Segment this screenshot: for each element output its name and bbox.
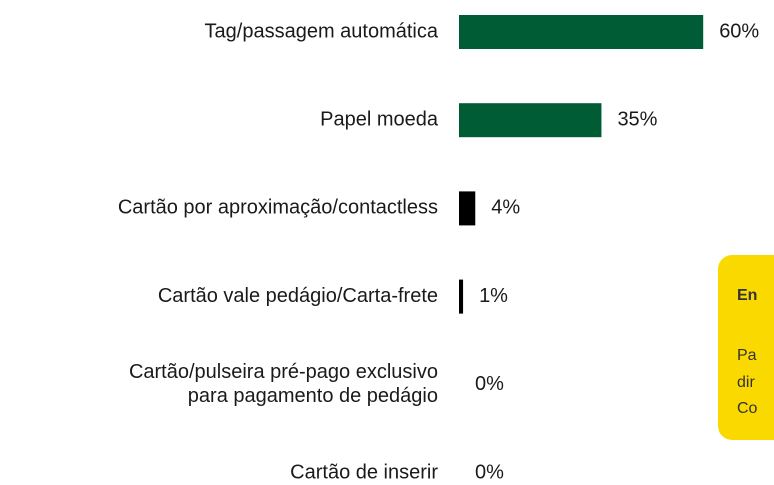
category-label: Cartão/pulseira pré-pago exclusivo para p… <box>129 361 438 407</box>
value-label: 0% <box>475 461 504 483</box>
bar <box>459 191 476 226</box>
category-label: Cartão de inserir <box>290 461 438 483</box>
bar <box>459 15 704 49</box>
category-label: Cartão por aproximação/contactless <box>118 197 438 219</box>
category-label: Tag/passagem automática <box>205 20 439 42</box>
category-label: Cartão vale pedágio/Carta-frete <box>158 285 438 307</box>
value-label: 35% <box>617 108 657 130</box>
value-label: 1% <box>479 285 508 307</box>
value-label: 4% <box>491 197 520 219</box>
callout-heading: En <box>737 287 757 304</box>
callout-line: Pa <box>737 347 757 364</box>
bar <box>459 103 602 138</box>
callout-line: dir <box>737 374 755 391</box>
callout-line: Co <box>737 400 758 417</box>
value-label: 60% <box>719 20 759 42</box>
bar <box>459 279 464 314</box>
category-label: Papel moeda <box>320 108 439 130</box>
value-label: 0% <box>475 373 504 395</box>
callout-box <box>718 255 774 440</box>
